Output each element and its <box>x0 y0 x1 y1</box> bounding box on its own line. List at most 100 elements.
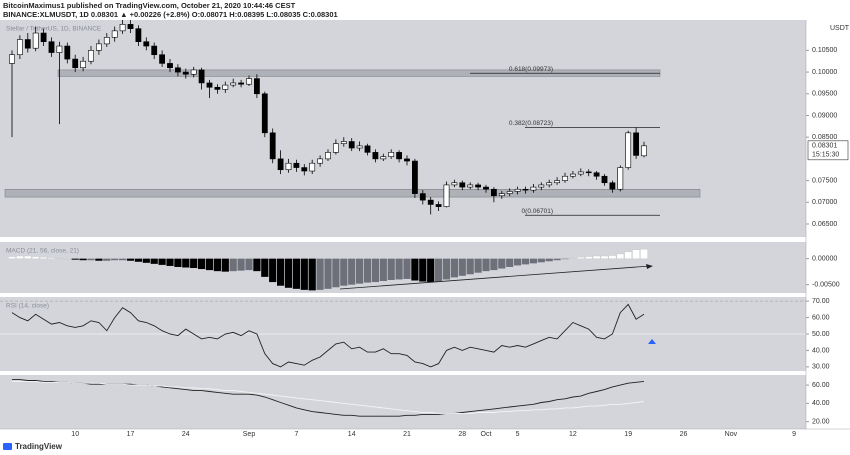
candle-body <box>301 167 308 172</box>
candle-body <box>16 39 23 56</box>
x-tick-label: 9 <box>792 431 796 438</box>
histogram-bar <box>450 258 458 278</box>
candle-body <box>325 152 331 160</box>
candle-body <box>135 28 142 43</box>
last-price-label: 0.08301 <box>812 143 837 150</box>
histogram-bar <box>63 258 72 260</box>
candle-body <box>443 184 450 207</box>
candle-body <box>522 188 529 191</box>
y-tick-label: 20.00 <box>812 419 830 426</box>
histogram-bar <box>47 257 56 259</box>
candle-body <box>427 199 434 205</box>
candle-body <box>72 58 79 69</box>
histogram-bar <box>577 256 585 259</box>
histogram-bar <box>395 258 403 280</box>
candle-body <box>80 60 86 69</box>
histogram-bar <box>553 258 561 261</box>
histogram-bar <box>514 258 522 266</box>
histogram-bar <box>308 258 316 291</box>
histogram-bar <box>284 258 293 288</box>
histogram-bar <box>221 258 229 272</box>
candle-body <box>214 86 221 90</box>
x-tick-label: 7 <box>294 431 298 438</box>
candle-body <box>88 50 94 62</box>
x-tick-label: 17 <box>127 431 135 438</box>
zone <box>4 189 701 198</box>
candle-body <box>103 37 110 45</box>
histogram-bar <box>474 258 482 273</box>
x-tick-label: 26 <box>680 431 688 438</box>
histogram-bar <box>529 258 537 264</box>
candle-body <box>419 193 426 201</box>
candle-body <box>475 184 481 188</box>
candle-body <box>261 93 268 134</box>
candle-body <box>293 162 300 168</box>
candle-body <box>48 41 55 53</box>
candle-body <box>269 132 276 160</box>
candle-body <box>625 132 632 168</box>
histogram-bar <box>458 258 466 276</box>
candle-body <box>285 162 292 171</box>
histogram-bar <box>182 258 190 268</box>
candle-body <box>506 191 513 194</box>
histogram-bar <box>119 258 127 261</box>
candle-body <box>498 193 505 197</box>
histogram-bar <box>616 253 625 259</box>
histogram-bar <box>403 258 411 279</box>
candle-body <box>372 152 379 160</box>
candle-body <box>182 71 189 75</box>
candle-body <box>64 45 71 60</box>
last-price-box <box>807 140 849 161</box>
histogram-bar <box>71 258 79 260</box>
candle-body <box>546 182 553 186</box>
y-tick-label: -0.00500 <box>812 282 840 289</box>
candle-body <box>254 78 260 95</box>
x-tick-label: 14 <box>348 431 356 438</box>
candle-body <box>609 182 616 190</box>
histogram-bar <box>600 255 609 259</box>
histogram-bar <box>31 256 40 259</box>
candle-body <box>467 184 474 188</box>
symbol-line: BINANCE:XLMUSDT, 1D 0.08301 ▲ +0.00226 (… <box>3 10 338 19</box>
histogram-bar <box>482 258 490 272</box>
histogram-bar <box>198 258 206 270</box>
candle-body <box>364 145 371 153</box>
candle-body <box>246 78 252 85</box>
histogram-bar <box>521 258 530 265</box>
candle-body <box>119 24 126 32</box>
histogram-bar <box>237 258 245 271</box>
candle-body <box>617 167 624 190</box>
histogram-bar <box>363 258 372 283</box>
x-tick-label: 19 <box>624 431 632 438</box>
candle-body <box>356 145 363 149</box>
candle-body <box>175 67 181 73</box>
histogram-bar <box>537 258 545 263</box>
macd-trendline <box>339 265 651 290</box>
candle-body <box>332 143 339 153</box>
indicator-line <box>11 303 645 368</box>
footer-brand: TradingView <box>15 442 63 451</box>
histogram-bar <box>419 258 427 282</box>
candle-body <box>159 54 165 64</box>
candle-body <box>230 82 237 86</box>
candle-body <box>317 158 323 164</box>
histogram-bar <box>371 258 379 283</box>
candle-body <box>222 84 229 90</box>
fib-label: 0(0.06701) <box>522 208 553 215</box>
candle-body <box>143 41 150 47</box>
x-tick-label: Nov <box>725 431 738 438</box>
candle-body <box>127 24 134 29</box>
histogram-bar <box>348 258 356 285</box>
candle-body <box>633 132 639 156</box>
histogram-bar <box>111 258 119 261</box>
y-tick-label: 0.07000 <box>812 199 837 206</box>
y-tick-label: 30.00 <box>812 364 830 371</box>
y-tick-label: 0.06500 <box>812 221 837 228</box>
histogram-bar <box>379 258 387 282</box>
pane-background <box>0 375 806 429</box>
y-tick-label: 60.00 <box>812 382 830 389</box>
candle-body <box>348 141 355 149</box>
candle-body <box>198 69 205 84</box>
y-tick-label: 0.10000 <box>812 69 837 76</box>
candle-body <box>585 171 592 174</box>
